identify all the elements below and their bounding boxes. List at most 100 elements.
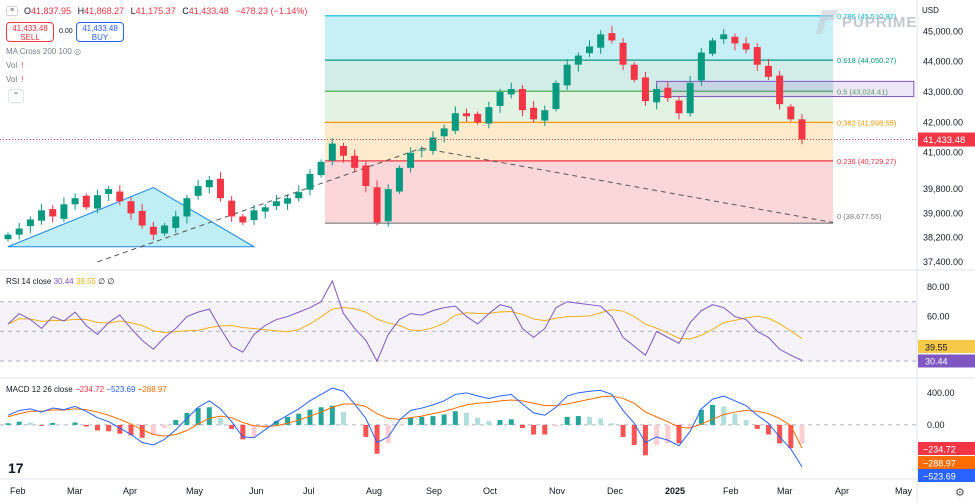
macd-hist-bar	[363, 424, 369, 437]
sell-label: SELL	[20, 33, 40, 42]
candle-body	[541, 110, 549, 121]
x-tick-label: 2025	[665, 486, 685, 496]
macd-hist-bar	[486, 420, 492, 425]
macd-hist-bar	[553, 424, 559, 427]
vol-label-2: Vol	[6, 75, 18, 84]
macd-hist-bar	[788, 424, 794, 449]
candle-body	[339, 146, 347, 156]
buy-button[interactable]: 41,433.48 BUY	[76, 22, 124, 42]
ma-legend[interactable]: MA Cross 200 100 ◎	[6, 47, 81, 56]
macd-hist-bar	[687, 424, 693, 429]
hamburger-icon[interactable]: ≡	[6, 6, 18, 16]
candle-body	[597, 34, 605, 48]
eye-icon[interactable]: ◎	[74, 47, 82, 56]
y-tick-label: 37,400.00	[923, 257, 963, 267]
macd-hist-bar	[642, 424, 648, 456]
current-price-label: 41,433.48	[923, 135, 965, 146]
rsi-y-tick: 80.00	[927, 282, 950, 292]
current-price-tag	[918, 132, 975, 147]
y-tick-label: 42,000.00	[923, 117, 963, 127]
candle-body	[764, 65, 772, 77]
candle-body	[194, 186, 202, 196]
candle-body	[586, 46, 594, 54]
rsi-legend[interactable]: RSI 14 close 30.44 39.55 ∅ ∅	[6, 277, 114, 286]
vol-legend-2[interactable]: Vol!	[6, 75, 23, 84]
y-tick-label: 44,000.00	[923, 57, 963, 67]
candle-body	[116, 191, 124, 202]
candle-body	[697, 52, 705, 81]
macd-hist-bar	[195, 408, 201, 425]
macd-y-tick: 400.00	[927, 388, 955, 398]
macd-line	[7, 387, 803, 468]
candle-body	[563, 64, 571, 86]
gear-icon[interactable]: ⚙	[955, 487, 965, 499]
fib-level-label: 0.786 (45,510.82)	[837, 12, 897, 21]
rsi-extra: ∅ ∅	[98, 277, 115, 286]
candle-body	[272, 201, 280, 207]
macd-hist-bar	[799, 424, 805, 444]
warning-icon: !	[21, 75, 24, 84]
sell-button[interactable]: 41,433.48 SELL	[6, 22, 54, 42]
x-tick-label: Feb	[10, 486, 26, 496]
macd-hist-bar	[710, 404, 716, 425]
macd-hist-bar	[229, 424, 235, 429]
candle-body	[731, 36, 739, 44]
candle-body	[742, 43, 750, 50]
warning-icon: !	[21, 61, 24, 70]
macd-tag	[918, 469, 975, 482]
macd-hist-bar	[441, 414, 447, 425]
x-tick-label: Mar	[777, 486, 793, 496]
y-tick-label: 41,000.00	[923, 148, 963, 158]
macd-hist-bar	[240, 424, 246, 440]
macd-hist-bar	[743, 420, 749, 425]
candle-body	[664, 87, 672, 99]
x-tick-label: Apr	[835, 486, 849, 496]
candle-body	[295, 192, 303, 199]
vol-legend-1[interactable]: Vol!	[6, 61, 23, 70]
fib-zone	[325, 122, 833, 161]
chevron-up-icon[interactable]: ⌃	[8, 89, 24, 103]
candle-body	[26, 219, 34, 227]
x-tick-label: Feb	[723, 486, 739, 496]
close-value: 41,433.48	[188, 6, 229, 16]
candle-body	[149, 226, 157, 235]
candle-body	[675, 100, 683, 114]
candle-body	[530, 107, 538, 120]
macd-hist-bar	[631, 424, 637, 445]
candle-body	[429, 137, 437, 151]
rsi-ma-value: 39.55	[75, 277, 96, 286]
candle-body	[105, 189, 113, 194]
fib-level-label: 0 (38,677.55)	[837, 212, 882, 221]
x-tick-label: May	[186, 486, 204, 496]
candle-body	[261, 207, 269, 212]
candle-body	[407, 152, 415, 168]
fib-level-label: 0.618 (44,050.27)	[837, 56, 897, 65]
x-tick-label: Aug	[366, 486, 382, 496]
change-value: −478.23 (−1.14%)	[235, 6, 308, 16]
candle-body	[172, 216, 180, 228]
macd-hist-bar	[475, 417, 481, 425]
candle-body	[284, 198, 292, 204]
x-tick-label: Jul	[303, 486, 315, 496]
rsi-ma-tag	[918, 339, 975, 353]
spread-value: 0.00	[59, 28, 73, 35]
macd-tag-label: −288.97	[923, 459, 956, 469]
candle-body	[71, 198, 79, 205]
candle-body	[552, 82, 560, 109]
tradingview-logo-icon[interactable]: 17	[8, 460, 24, 476]
macd-signal-value: −288.97	[137, 385, 167, 394]
rsi-tag	[918, 354, 975, 368]
macd-legend[interactable]: MACD 12 26 close −234.72 −523.69 −288.97	[6, 385, 167, 394]
macd-hist-bar	[285, 416, 291, 425]
candle-body	[507, 88, 515, 95]
macd-hist-bar	[754, 424, 760, 429]
candle-body	[228, 200, 236, 217]
macd-hist-bar	[16, 421, 22, 425]
candle-body	[463, 113, 471, 117]
macd-tag	[918, 456, 975, 469]
macd-hist-bar	[396, 424, 402, 426]
vol-label-1: Vol	[6, 61, 18, 70]
macd-hist-bar	[575, 416, 581, 425]
rsi-y-tick: 60.00	[927, 312, 950, 322]
